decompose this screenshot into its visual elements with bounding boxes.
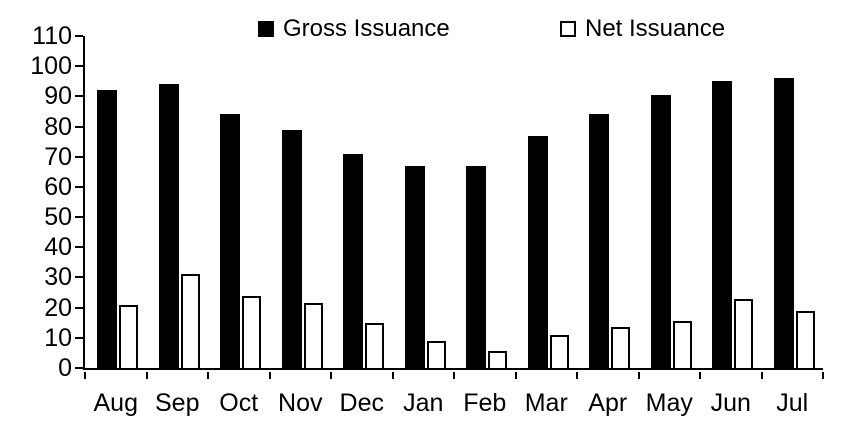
net-issuance-bar	[672, 321, 692, 368]
x-axis-tick	[576, 372, 578, 379]
net-issuance-swatch-icon	[560, 21, 576, 37]
y-axis-tick	[75, 185, 83, 188]
y-axis-tick	[75, 246, 83, 249]
x-category-label: May	[645, 389, 693, 417]
net-issuance-bar	[426, 340, 446, 368]
y-tick-label: 110	[32, 22, 72, 50]
gross-issuance-bar	[281, 129, 302, 368]
gross-issuance-bar	[343, 153, 363, 368]
y-axis-tick	[75, 367, 83, 369]
x-category-label: Nov	[278, 389, 323, 417]
x-axis-tick	[330, 372, 332, 379]
y-tick-label: 0	[58, 354, 72, 382]
y-tick-label: 30	[44, 263, 72, 292]
legend-item-gross-issuance: Gross Issuance	[258, 13, 450, 45]
x-axis-tick	[84, 372, 86, 379]
y-tick-label: 20	[44, 293, 72, 322]
x-category-label: Jul	[776, 389, 809, 417]
gross-issuance-bar	[712, 81, 732, 368]
x-category-label: Mar	[524, 389, 568, 417]
gross-issuance-bar	[773, 78, 794, 368]
y-axis-tick	[75, 276, 83, 279]
x-category-label: Dec	[339, 389, 384, 417]
y-axis-tick	[75, 125, 83, 128]
gross-issuance-swatch-icon	[258, 21, 274, 37]
net-issuance-bar	[488, 351, 507, 368]
y-axis-tick	[75, 216, 83, 219]
net-issuance-bar	[119, 304, 138, 368]
y-tick-label: 50	[44, 203, 72, 232]
x-category-label: Aug	[93, 389, 138, 417]
x-axis-tick	[453, 372, 455, 379]
y-tick-label: 80	[44, 112, 72, 141]
x-axis-tick	[207, 372, 209, 379]
gross-issuance-bar	[650, 94, 671, 368]
y-tick-label: 90	[44, 82, 72, 111]
y-tick-label: 100	[30, 52, 72, 81]
x-category-label: Jun	[710, 389, 751, 417]
bar-group-aug	[85, 36, 147, 368]
x-axis-tick	[699, 372, 701, 379]
x-category-label: Apr	[588, 389, 628, 417]
net-issuance-bar	[303, 303, 323, 368]
y-tick-label: 60	[44, 172, 72, 201]
bar-group-dec	[331, 36, 393, 368]
net-issuance-bar	[242, 295, 261, 368]
bar-group-jun	[700, 36, 762, 368]
x-category-label: Oct	[219, 389, 259, 417]
bar-group-nov	[270, 36, 332, 368]
bar-group-jul	[762, 36, 824, 368]
y-axis-tick	[75, 95, 83, 98]
x-category-label: Feb	[463, 389, 507, 417]
bar-group-sep	[147, 36, 209, 368]
legend-item-net-issuance: Net Issuance	[560, 13, 725, 45]
gross-issuance-bar	[589, 114, 609, 368]
y-axis-tick	[75, 155, 83, 158]
bar-group-mar	[516, 36, 578, 368]
x-axis-tick	[391, 372, 394, 379]
x-axis-tick	[822, 372, 824, 379]
bar-group-jan	[393, 36, 455, 368]
x-axis-tick	[637, 372, 640, 379]
net-issuance-bar	[365, 322, 384, 368]
bar-group-oct	[208, 36, 270, 368]
bar-group-feb	[454, 36, 516, 368]
net-issuance-bar	[795, 310, 815, 368]
x-category-label: Sep	[155, 389, 200, 417]
net-issuance-bar	[734, 298, 753, 368]
y-axis-tick	[75, 336, 83, 339]
bar-group-may	[639, 36, 701, 368]
net-issuance-bar	[180, 274, 200, 368]
gross-issuance-bar	[404, 165, 425, 368]
y-tick-label: 70	[44, 142, 72, 171]
gross-issuance-bar	[220, 114, 240, 368]
x-axis-tick	[145, 372, 148, 379]
legend: Gross Issuance Net Issuance	[0, 13, 852, 45]
gross-issuance-bar	[158, 84, 179, 368]
y-axis-tick	[75, 35, 83, 37]
y-tick-label: 10	[44, 323, 72, 352]
y-axis-tick	[75, 306, 83, 309]
plot-area: Aug Sep Oct Nov Dec Jan Feb Mar Apr May Jun Jul	[75, 35, 824, 416]
legend-label-gross: Gross Issuance	[283, 15, 450, 42]
bar-group-apr	[577, 36, 639, 368]
gross-issuance-bar	[97, 90, 117, 368]
legend-label-net: Net Issuance	[585, 15, 726, 42]
gross-issuance-bar	[527, 135, 548, 368]
x-axis-tick	[760, 372, 763, 379]
net-issuance-bar	[549, 334, 569, 368]
x-axis-tick	[514, 372, 517, 379]
y-tick-label: 40	[44, 233, 72, 262]
net-issuance-bar	[611, 327, 630, 368]
gross-issuance-bar	[466, 165, 486, 368]
y-axis-tick	[75, 65, 83, 68]
x-category-label: Jan	[403, 389, 444, 417]
y-axis-labels: 0 10 20 30 40 50 60 70 80 90 100 110	[0, 23, 72, 381]
x-axis-tick	[268, 372, 271, 379]
